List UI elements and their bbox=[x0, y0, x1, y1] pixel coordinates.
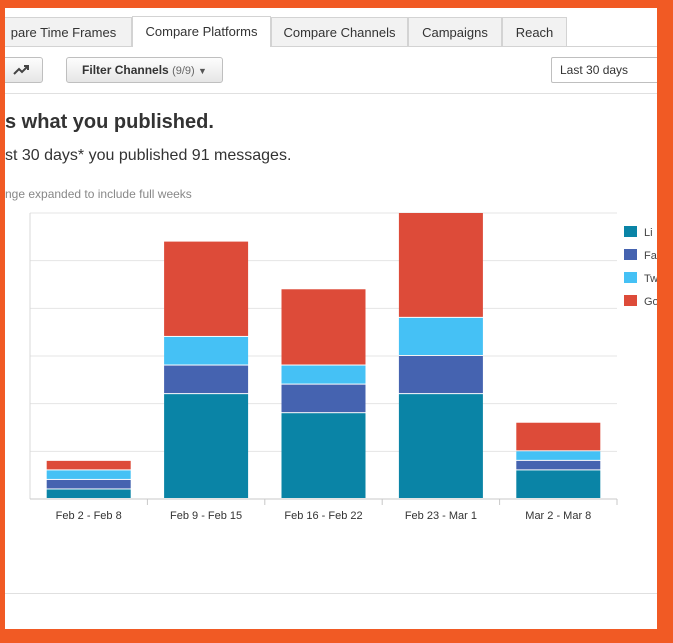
summary-subhead: st 30 days* you published 91 messages. bbox=[5, 147, 292, 164]
legend-swatch[interactable] bbox=[624, 226, 637, 237]
legend-label[interactable]: Fa bbox=[644, 250, 657, 262]
trend-line-icon bbox=[13, 64, 29, 75]
bar-segment[interactable] bbox=[398, 317, 483, 355]
bar-segment[interactable] bbox=[164, 365, 249, 394]
stacked-bar-chart: Feb 2 - Feb 8 Feb 9 - Feb 15 Feb 16 - Feb … bbox=[29, 212, 657, 522]
tab-compare-platforms[interactable]: Compare Platforms bbox=[132, 16, 271, 47]
toolbar: Filter Channels (9/9) ▼ Last 30 days bbox=[5, 47, 657, 93]
content-area: pare Time Frames Compare Platforms Compa… bbox=[5, 8, 657, 629]
tab-reach[interactable]: Reach bbox=[502, 17, 567, 46]
filter-channels-count: (9/9) bbox=[172, 65, 195, 77]
bar-segment[interactable] bbox=[281, 413, 366, 498]
x-tick-label: Feb 16 - Feb 22 bbox=[284, 510, 362, 522]
bar-segment[interactable] bbox=[516, 470, 601, 498]
x-tick-label: Feb 9 - Feb 15 bbox=[170, 510, 242, 522]
tab-bar: pare Time Frames Compare Platforms Compa… bbox=[5, 8, 657, 47]
filter-channels-button[interactable]: Filter Channels (9/9) ▼ bbox=[66, 57, 223, 83]
date-range-select[interactable]: Last 30 days bbox=[551, 57, 657, 83]
legend-swatch[interactable] bbox=[624, 272, 637, 283]
x-tick-label: Feb 23 - Mar 1 bbox=[405, 510, 477, 522]
x-tick-label: Feb 2 - Feb 8 bbox=[56, 510, 122, 522]
bar-segment[interactable] bbox=[281, 289, 366, 365]
bar-segment[interactable] bbox=[516, 460, 601, 470]
trend-button[interactable] bbox=[5, 57, 43, 83]
filter-channels-label: Filter Channels bbox=[82, 63, 169, 77]
footer-divider bbox=[5, 593, 657, 594]
legend-label[interactable]: Li bbox=[644, 227, 653, 239]
bar-segment[interactable] bbox=[398, 356, 483, 394]
toolbar-divider bbox=[5, 93, 657, 94]
bar-segment[interactable] bbox=[164, 394, 249, 498]
legend-label[interactable]: Go bbox=[644, 296, 657, 308]
summary-headline: s what you published. bbox=[5, 111, 214, 133]
bar-segment[interactable] bbox=[164, 336, 249, 365]
bar-segment[interactable] bbox=[46, 470, 131, 479]
bar-segment[interactable] bbox=[516, 422, 601, 451]
legend-swatch[interactable] bbox=[624, 295, 637, 306]
legend-swatch[interactable] bbox=[624, 249, 637, 260]
bar-segment[interactable] bbox=[398, 394, 483, 498]
bar-segment[interactable] bbox=[46, 460, 131, 470]
bar-segment[interactable] bbox=[46, 479, 131, 489]
chevron-down-icon: ▼ bbox=[198, 66, 207, 76]
bar-segment[interactable] bbox=[281, 384, 366, 413]
tab-compare-time-frames[interactable]: pare Time Frames bbox=[5, 17, 132, 46]
legend-label[interactable]: Tw bbox=[644, 273, 657, 285]
tab-compare-channels[interactable]: Compare Channels bbox=[271, 17, 408, 46]
tab-campaigns[interactable]: Campaigns bbox=[408, 17, 502, 46]
tab-bar-divider bbox=[5, 46, 657, 47]
bar-segment[interactable] bbox=[46, 489, 131, 498]
summary-note: nge expanded to include full weeks bbox=[5, 187, 192, 201]
x-tick-label: Mar 2 - Mar 8 bbox=[525, 510, 591, 522]
bar-segment[interactable] bbox=[164, 241, 249, 336]
bar-segment[interactable] bbox=[281, 365, 366, 384]
bar-segment[interactable] bbox=[398, 213, 483, 317]
date-range-value: Last 30 days bbox=[560, 63, 629, 77]
bar-segment[interactable] bbox=[516, 451, 601, 460]
